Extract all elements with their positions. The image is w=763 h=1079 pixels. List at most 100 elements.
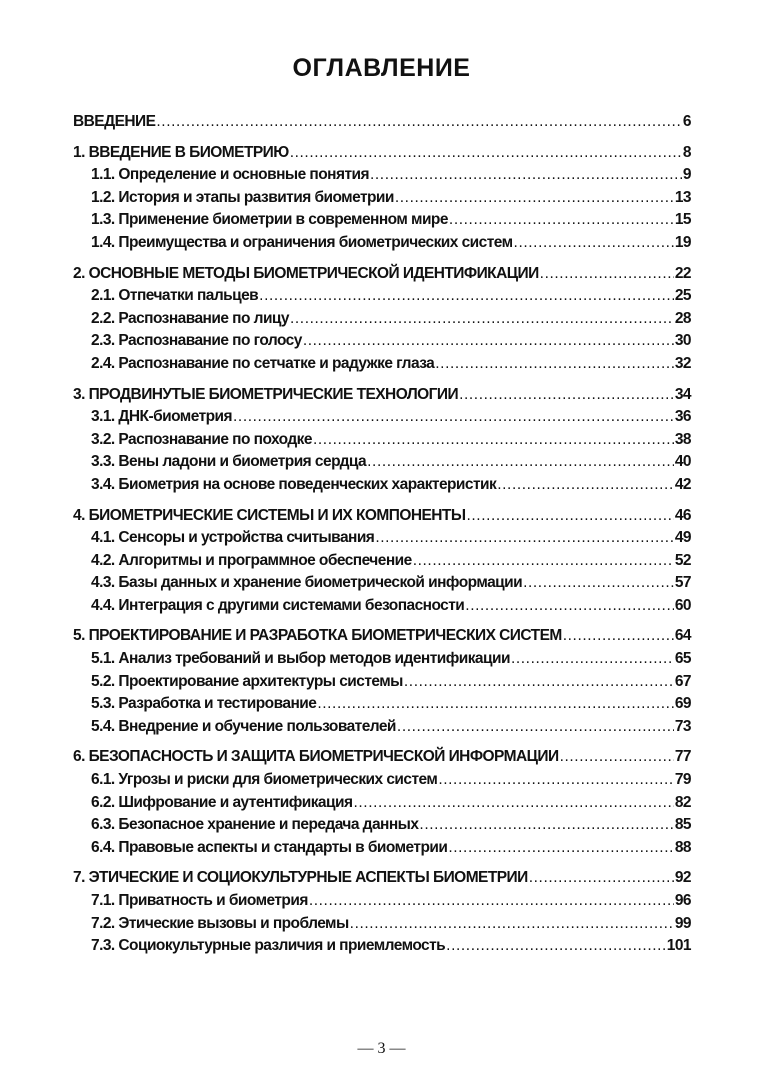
dot-leader	[317, 695, 674, 713]
toc-subentry[interactable]: 5.3. Разработка и тестирование 69	[73, 695, 692, 718]
dot-leader	[309, 892, 674, 910]
dot-leader	[563, 627, 674, 645]
toc-entry[interactable]: 5. ПРОЕКТИРОВАНИЕ И РАЗРАБОТКА БИОМЕТРИЧ…	[73, 627, 692, 650]
toc-subentry[interactable]: 2.4. Распознавание по сетчатке и радужке…	[73, 354, 692, 378]
toc-section: 5. ПРОЕКТИРОВАНИЕ И РАЗРАБОТКА БИОМЕТРИЧ…	[73, 627, 692, 741]
toc-section: ВВЕДЕНИЕ 6	[73, 113, 692, 136]
toc-entry-title: 7.1. Приватность и биометрия	[91, 892, 308, 909]
toc-entry-title: 1.2. История и этапы развития биометрии	[91, 188, 394, 206]
toc-entry-title: 3.1. ДНК-биометрия	[91, 408, 233, 426]
toc-subentry[interactable]: 5.4. Внедрение и обучение пользователей 7…	[73, 717, 692, 741]
toc-entry-title: 1.4. Преимущества и ограничения биометри…	[91, 233, 513, 251]
toc-subentry[interactable]: 1.4. Преимущества и ограничения биометри…	[73, 233, 692, 257]
dot-leader	[435, 355, 674, 373]
toc-entry-title: 6.2. Шифрование и аутентификация	[91, 793, 353, 811]
toc-section: 1. ВВЕДЕНИЕ В БИОМЕТРИЮ 8 1.1. Определение…	[73, 144, 692, 257]
toc-subentry[interactable]: 6.2. Шифрование и аутентификация 82	[73, 793, 692, 817]
toc-entry-title: 2.1. Отпечатки пальцев	[91, 287, 259, 305]
toc-entry[interactable]: 7. ЭТИЧЕСКИЕ И СОЦИОКУЛЬТУРНЫЕ АСПЕКТЫ Б…	[73, 869, 692, 892]
toc-subentry[interactable]: 3.1. ДНК-биометрия 36	[73, 408, 692, 431]
toc-subentry[interactable]: 7.2. Этические вызовы и проблемы 99	[73, 914, 692, 938]
dot-leader	[540, 265, 674, 283]
dot-leader	[404, 673, 674, 691]
dot-leader	[438, 771, 674, 789]
toc-entry-page: 79	[674, 771, 692, 789]
toc-subentry[interactable]: 1.2. История и этапы развития биометрии 1…	[73, 188, 692, 212]
dot-leader	[353, 794, 673, 812]
toc-entry-page: 64	[674, 627, 692, 645]
toc-entry-page: 69	[674, 695, 692, 713]
toc-entry-page: 101	[666, 937, 692, 955]
dot-leader	[511, 650, 674, 668]
toc-entry-title: 3. ПРОДВИНУТЫЕ БИОМЕТРИЧЕСКИЕ ТЕХНОЛОГИИ	[73, 385, 459, 403]
toc-entry-page: 57	[674, 574, 692, 592]
toc-subentry[interactable]: 1.1. Определение и основные понятия 9	[73, 166, 692, 189]
toc-section: 7. ЭТИЧЕСКИЕ И СОЦИОКУЛЬТУРНЫЕ АСПЕКТЫ Б…	[73, 869, 692, 960]
toc-subentry[interactable]: 4.2. Алгоритмы и программное обеспечение…	[73, 551, 692, 575]
dot-leader	[514, 234, 674, 252]
toc-subentry[interactable]: 2.3. Распознавание по голосу 30	[73, 332, 692, 355]
dot-leader	[560, 748, 674, 766]
toc-subentry[interactable]: 6.4. Правовые аспекты и стандарты в биом…	[73, 838, 692, 862]
toc-entry-title: 4.2. Алгоритмы и программное обеспечение	[91, 551, 412, 569]
toc-entry[interactable]: 3. ПРОДВИНУТЫЕ БИОМЕТРИЧЕСКИЕ ТЕХНОЛОГИИ…	[73, 385, 692, 409]
toc-subentry[interactable]: 4.3. Базы данных и хранение биометрическ…	[73, 574, 692, 597]
toc-entry-title: 5. ПРОЕКТИРОВАНИЕ И РАЗРАБОТКА БИОМЕТРИЧ…	[73, 627, 562, 645]
toc-subentry[interactable]: 4.1. Сенсоры и устройства считывания 49	[73, 529, 692, 552]
toc-entry-title: 4.1. Сенсоры и устройства считывания	[91, 529, 375, 547]
toc-entry-title: 6.4. Правовые аспекты и стандарты в биом…	[91, 838, 448, 856]
toc-entry-title: ВВЕДЕНИЕ	[73, 113, 156, 130]
dot-leader	[313, 431, 674, 449]
toc-entry-page: 65	[674, 650, 692, 668]
toc-subentry[interactable]: 5.2. Проектирование архитектуры системы 6…	[73, 672, 692, 696]
toc-subentry[interactable]: 2.2. Распознавание по лицу 28	[73, 310, 692, 333]
toc-entry-page: 82	[674, 793, 692, 811]
toc-entry-title: 6.3. Безопасное хранение и передача данн…	[91, 816, 419, 834]
toc-entry[interactable]: 2. ОСНОВНЫЕ МЕТОДЫ БИОМЕТРИЧЕСКОЙ ИДЕНТИ…	[73, 264, 692, 288]
toc-entry-page: 36	[674, 408, 692, 426]
toc-subentry[interactable]: 7.3. Социокультурные различия и приемлем…	[73, 937, 692, 960]
toc-entry-page: 49	[674, 529, 692, 547]
dot-leader	[413, 552, 674, 570]
toc-entry-page: 22	[674, 264, 692, 282]
dot-leader	[529, 869, 674, 887]
toc-entry-title: 7.2. Этические вызовы и проблемы	[91, 914, 349, 932]
dot-leader	[449, 211, 674, 229]
toc-section: 6. БЕЗОПАСНОСТЬ И ЗАЩИТА БИОМЕТРИЧЕСКОЙ …	[73, 748, 692, 862]
toc-entry-title: 3.4. Биометрия на основе поведенческих х…	[91, 475, 497, 493]
dot-leader	[395, 189, 674, 207]
toc-subentry[interactable]: 1.3. Применение биометрии в современном …	[73, 211, 692, 234]
toc-subentry[interactable]: 6.3. Безопасное хранение и передача данн…	[73, 816, 692, 839]
toc-entry-title: 3.2. Распознавание по походке	[91, 430, 313, 448]
toc-subentry[interactable]: 3.2. Распознавание по походке 38	[73, 430, 692, 454]
toc-entry-page: 73	[674, 717, 692, 735]
toc-entry-title: 5.2. Проектирование архитектуры системы	[91, 672, 403, 690]
dot-leader	[448, 839, 674, 857]
toc-entry-page: 13	[674, 188, 692, 206]
toc-entry-page: 92	[674, 869, 692, 887]
toc-subentry[interactable]: 6.1. Угрозы и риски для биометрических с…	[73, 771, 692, 794]
dot-leader	[419, 816, 673, 834]
toc-entry-page: 15	[674, 211, 692, 229]
dot-leader	[290, 310, 674, 328]
toc-entry[interactable]: ВВЕДЕНИЕ 6	[73, 113, 692, 136]
toc-entry-title: 2.4. Распознавание по сетчатке и радужке…	[91, 354, 435, 372]
toc-subentry[interactable]: 3.4. Биометрия на основе поведенческих х…	[73, 475, 692, 499]
toc-entry-page: 25	[674, 287, 692, 305]
toc-entry[interactable]: 4. БИОМЕТРИЧЕСКИЕ СИСТЕМЫ И ИХ КОМПОНЕНТ…	[73, 506, 692, 530]
toc-entry-page: 34	[674, 385, 692, 403]
toc-subentry[interactable]: 7.1. Приватность и биометрия 96	[73, 892, 692, 915]
toc-entry-title: 4. БИОМЕТРИЧЕСКИЕ СИСТЕМЫ И ИХ КОМПОНЕНТ…	[73, 506, 466, 524]
toc-entry-title: 4.4. Интеграция с другими системами безо…	[91, 596, 465, 614]
toc-subentry[interactable]: 4.4. Интеграция с другими системами безо…	[73, 596, 692, 620]
toc-entry-page: 38	[674, 430, 692, 448]
toc-entry[interactable]: 6. БЕЗОПАСНОСТЬ И ЗАЩИТА БИОМЕТРИЧЕСКОЙ …	[73, 748, 692, 771]
toc-subentry[interactable]: 3.3. Вены ладони и биометрия сердца 40	[73, 453, 692, 476]
toc-subentry[interactable]: 5.1. Анализ требований и выбор методов и…	[73, 650, 692, 673]
toc-entry-page: 60	[674, 596, 692, 614]
toc-entry-title: 5.3. Разработка и тестирование	[91, 695, 317, 713]
toc-entry-title: 4.3. Базы данных и хранение биометрическ…	[91, 574, 523, 592]
toc-subentry[interactable]: 2.1. Отпечатки пальцев 25	[73, 287, 692, 310]
toc-entry[interactable]: 1. ВВЕДЕНИЕ В БИОМЕТРИЮ 8	[73, 144, 692, 167]
dot-leader	[397, 718, 674, 736]
